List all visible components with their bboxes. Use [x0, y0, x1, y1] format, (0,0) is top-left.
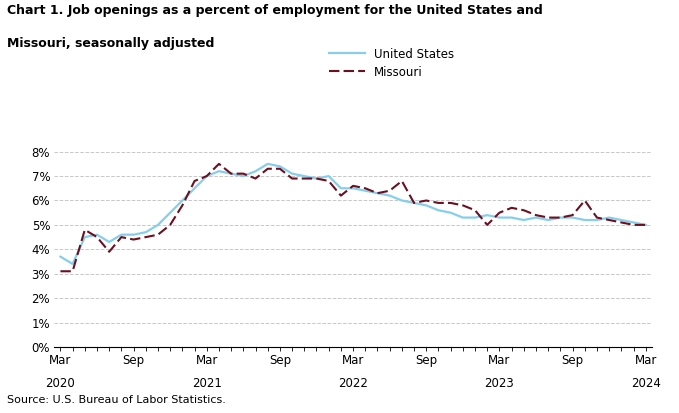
Text: 2020: 2020: [45, 377, 75, 390]
Text: 2022: 2022: [338, 377, 368, 390]
Text: Missouri, seasonally adjusted: Missouri, seasonally adjusted: [7, 37, 214, 50]
Text: Chart 1. Job openings as a percent of employment for the United States and: Chart 1. Job openings as a percent of em…: [7, 4, 543, 17]
Text: 2021: 2021: [191, 377, 221, 390]
Text: 2023: 2023: [485, 377, 514, 390]
Legend: United States, Missouri: United States, Missouri: [329, 48, 454, 78]
Text: Source: U.S. Bureau of Labor Statistics.: Source: U.S. Bureau of Labor Statistics.: [7, 395, 225, 405]
Text: 2024: 2024: [631, 377, 661, 390]
